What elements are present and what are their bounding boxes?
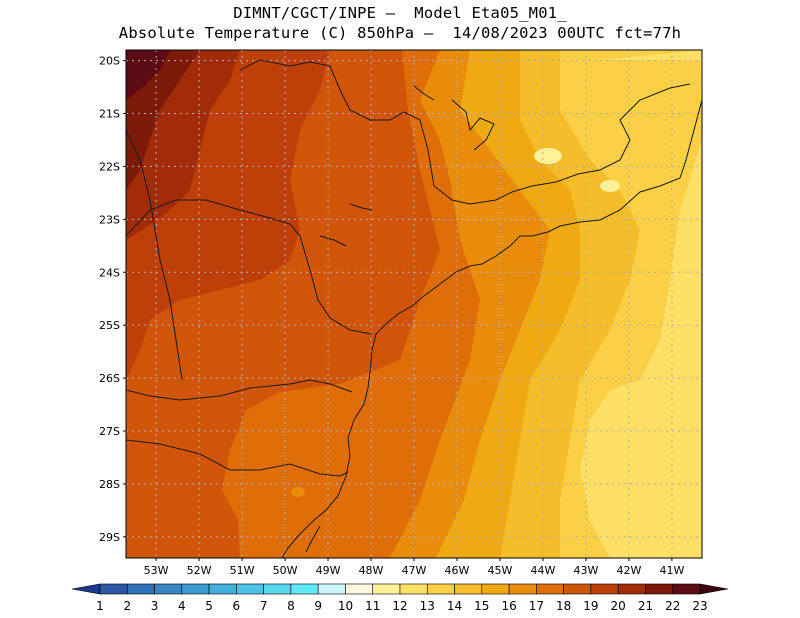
colorbar-segment-20-21 [617, 583, 646, 595]
lon-label-48w: 48W [359, 564, 384, 577]
colorbar-overflow [699, 583, 729, 595]
borders [126, 59, 702, 558]
river-parana [126, 129, 183, 381]
colorbar-label-21: 21 [638, 599, 653, 613]
field-pocket-d [534, 148, 562, 164]
map-title-line-1: DIMNT/CGCT/INPE — Model Eta05_M01_ [233, 4, 567, 22]
lat-label-26s: 26S [99, 372, 120, 385]
colorbar-label-13: 13 [420, 599, 435, 613]
field-pocket-e [600, 180, 620, 192]
colorbar-label-19: 19 [583, 599, 598, 613]
lake-b [413, 85, 435, 101]
colorbar: 1 2 3 4 5 6 7 8 9 10 11 12 13 14 15 16 17 18 19 20 21 22 23 [71, 583, 729, 613]
colorbar-label-14: 14 [447, 599, 462, 613]
colorbar-segment-17-18 [536, 583, 564, 595]
colorbar-segment-1-2 [99, 583, 128, 595]
state-border-sc-rs [126, 439, 349, 477]
lake-d [319, 235, 347, 247]
lon-label-52w: 52W [187, 564, 212, 577]
colorbar-label-16: 16 [501, 599, 516, 613]
colorbar-segment-21-22 [645, 583, 674, 595]
map-title-line-2: Absolute Temperature (C) 850hPa — 14/08/… [118, 24, 682, 42]
colorbar-label-22: 22 [665, 599, 680, 613]
state-border-mg-sp [239, 59, 691, 205]
lon-label-44w: 44W [531, 564, 556, 577]
lat-label-24s: 24S [99, 266, 120, 279]
lat-label-25s: 25S [99, 319, 120, 332]
colorbar-label-18: 18 [556, 599, 571, 613]
lat-label-21s: 21S [99, 108, 120, 121]
field-23-plus [126, 50, 170, 100]
colorbar-label-20: 20 [611, 599, 626, 613]
colorbar-segment-11-12 [372, 583, 401, 595]
lat-label-23s: 23S [99, 213, 120, 226]
colorbar-underflow [71, 583, 101, 595]
colorbar-segment-3-4 [154, 583, 183, 595]
colorbar-segment-13-14 [426, 583, 455, 595]
lon-label-47w: 47W [402, 564, 427, 577]
state-border-sp-pr [126, 199, 373, 335]
lon-label-41w: 41W [659, 564, 684, 577]
lake-a [451, 99, 495, 151]
colorbar-label-6: 6 [233, 599, 241, 613]
lon-label-49w: 49W [316, 564, 341, 577]
colorbar-label-23: 23 [692, 599, 707, 613]
longitude-axis: 53W 52W 51W 50W 49W 48W 47W 46W 45W 44W 43W 42W 41W [144, 558, 684, 577]
lon-label-51w: 51W [230, 564, 255, 577]
field-13-14 [580, 50, 702, 558]
colorbar-segment-14-15 [454, 583, 483, 595]
colorbar-segment-7-8 [263, 583, 292, 595]
lat-label-28s: 28S [99, 478, 120, 491]
colorbar-label-8: 8 [287, 599, 295, 613]
lat-label-22s: 22S [99, 160, 120, 173]
state-border-pr-sc [126, 379, 353, 401]
colorbar-segment-12-13 [399, 583, 428, 595]
colorbar-label-3: 3 [151, 599, 159, 613]
lon-label-42w: 42W [616, 564, 641, 577]
colorbar-label-15: 15 [474, 599, 489, 613]
lat-label-29s: 29S [99, 531, 120, 544]
colorbar-label-9: 9 [314, 599, 322, 613]
colorbar-segment-19-20 [590, 583, 619, 595]
colorbar-segment-10-11 [345, 583, 374, 595]
lon-label-53w: 53W [144, 564, 169, 577]
colorbar-segment-18-19 [563, 583, 592, 595]
colorbar-segment-5-6 [208, 583, 237, 595]
colorbar-segment-8-9 [290, 583, 319, 595]
colorbar-label-12: 12 [392, 599, 407, 613]
colorbar-label-10: 10 [338, 599, 353, 613]
colorbar-segment-22-23 [672, 583, 701, 595]
field-pocket-c [291, 487, 305, 497]
colorbar-segment-15-16 [481, 583, 510, 595]
colorbar-segment-2-3 [126, 583, 155, 595]
colorbar-label-4: 4 [178, 599, 186, 613]
latitude-axis: 20S 21S 22S 23S 24S 25S 26S 27S 28S 29S [99, 55, 126, 544]
lon-label-43w: 43W [574, 564, 599, 577]
colorbar-segment-16-17 [508, 583, 537, 595]
lat-label-20s: 20S [99, 55, 120, 68]
lon-label-46w: 46W [445, 564, 470, 577]
colorbar-label-11: 11 [365, 599, 380, 613]
colorbar-label-1: 1 [96, 599, 104, 613]
colorbar-segment-6-7 [236, 583, 264, 595]
colorbar-label-2: 2 [123, 599, 131, 613]
lon-label-45w: 45W [488, 564, 513, 577]
lake-c [349, 203, 373, 211]
lon-label-50w: 50W [273, 564, 298, 577]
graticule [126, 50, 702, 558]
colorbar-label-5: 5 [205, 599, 213, 613]
lagoon [305, 525, 321, 553]
colorbar-segment-4-5 [181, 583, 210, 595]
colorbar-label-7: 7 [260, 599, 268, 613]
colorbar-segment-9-10 [317, 583, 346, 595]
lat-label-27s: 27S [99, 425, 120, 438]
colorbar-label-17: 17 [529, 599, 544, 613]
